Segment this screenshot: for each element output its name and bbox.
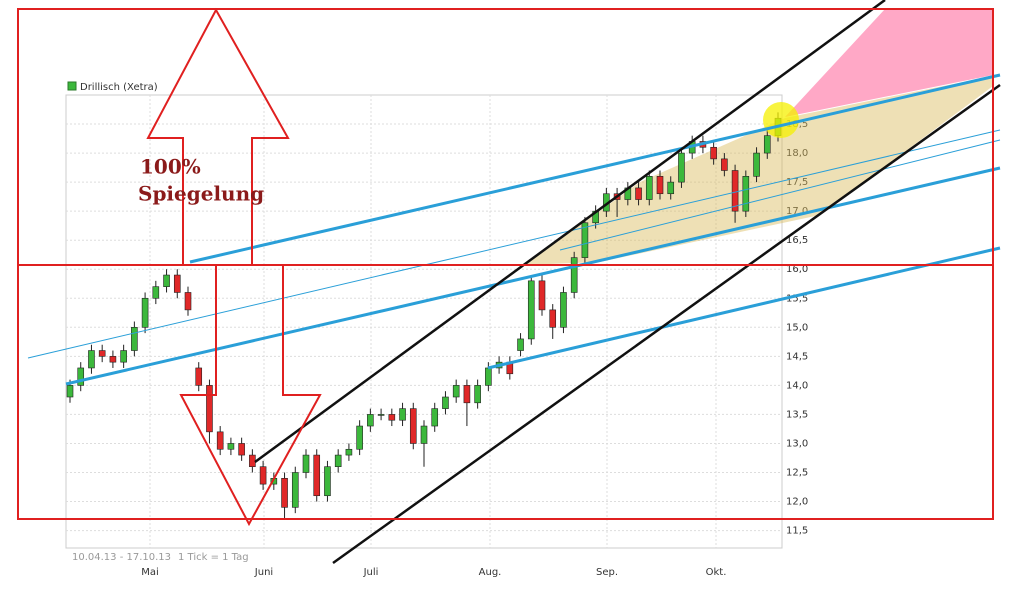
channel-lines — [254, 0, 1001, 565]
candle-body — [302, 454, 310, 473]
candle-body — [324, 466, 331, 497]
trend-lines — [27, 73, 1001, 386]
candle-body — [581, 222, 589, 258]
candle-body — [281, 478, 288, 508]
candle-body — [645, 176, 653, 200]
candle-body — [635, 187, 642, 200]
y-tick-label: 12,5 — [786, 468, 808, 479]
annotation-text: Spiegelung — [138, 182, 264, 206]
x-tick-label: Mai — [141, 567, 159, 578]
trend-line — [27, 129, 1001, 359]
candle-body — [259, 466, 267, 485]
candle-body — [570, 257, 578, 293]
candle-body — [538, 280, 546, 311]
footer-range: 10.04.13 - 17.10.13 — [72, 552, 171, 563]
candle-body — [216, 431, 224, 450]
x-tick-label: Juli — [363, 567, 379, 578]
candle-body — [173, 274, 181, 293]
candle-body — [88, 350, 95, 369]
candle-body — [656, 176, 664, 195]
candle-body — [377, 414, 385, 416]
candle-body — [152, 286, 160, 299]
y-tick-label: 14,5 — [786, 351, 808, 362]
candle-body — [98, 350, 106, 357]
candle-body — [334, 454, 342, 467]
channel-line — [254, 0, 886, 464]
candle-body — [753, 152, 760, 177]
candle-body — [431, 408, 439, 427]
candle-body — [549, 309, 557, 328]
pink-zone — [785, 9, 993, 117]
trend-line — [65, 166, 1001, 386]
legend-swatch — [67, 81, 77, 91]
candle-body — [485, 367, 492, 386]
candle-body — [442, 396, 449, 409]
highlight-circle — [763, 102, 799, 138]
x-tick-label: Juni — [254, 567, 273, 578]
candle-body — [131, 327, 138, 351]
trend-line — [189, 73, 1001, 264]
y-tick-label: 15,0 — [786, 322, 808, 333]
candle-body — [206, 385, 213, 433]
x-tick-label: Okt. — [706, 567, 727, 578]
candle-body — [721, 158, 728, 171]
candle-body — [710, 146, 717, 160]
trend-line — [487, 246, 1001, 370]
candle-body — [141, 297, 149, 328]
y-tick-label: 12,0 — [786, 497, 808, 508]
candle-body — [184, 292, 192, 311]
candle-body — [742, 176, 750, 212]
trend-line — [559, 139, 1001, 251]
candle-body — [678, 152, 685, 183]
y-tick-label: 18,0 — [786, 148, 808, 159]
channel-line — [332, 83, 1001, 565]
candle-body — [452, 385, 460, 398]
down-arrow — [179, 264, 322, 527]
y-tick-label: 16,5 — [786, 235, 808, 246]
candle-body — [77, 367, 85, 386]
candle-body — [291, 472, 299, 508]
candle-body — [109, 356, 117, 363]
candle-body — [731, 170, 739, 212]
x-tick-label: Aug. — [479, 567, 502, 578]
candle-body — [667, 181, 675, 195]
y-tick-label: 13,5 — [786, 409, 808, 420]
candle-body — [527, 280, 535, 340]
candle-body — [120, 350, 127, 363]
lower-box — [17, 264, 994, 520]
candle-body — [195, 367, 203, 386]
candle-body — [409, 408, 417, 444]
y-tick-label: 13,0 — [786, 438, 808, 449]
y-tick-label: 15,5 — [786, 293, 808, 304]
candle-body — [66, 385, 74, 398]
candle-body — [345, 448, 353, 456]
annotation-text: 100% — [140, 155, 201, 179]
y-tick-label: 17,5 — [786, 177, 808, 188]
y-tick-label: 16,0 — [786, 264, 808, 275]
candle-body — [227, 443, 235, 450]
x-tick-label: Sep. — [596, 567, 618, 578]
candle-body — [474, 385, 481, 404]
candle-body — [560, 292, 567, 328]
candle-body — [367, 414, 374, 427]
candle-body — [388, 414, 396, 421]
annotations — [17, 7, 994, 527]
candle-body — [463, 385, 471, 404]
footer-tick: 1 Tick = 1 Tag — [178, 552, 249, 563]
y-tick-label: 14,0 — [786, 380, 808, 391]
candle-body — [238, 443, 245, 456]
candle-body — [763, 135, 771, 154]
y-tick-label: 17,0 — [786, 206, 808, 217]
candle-body — [313, 454, 321, 497]
candle-body — [517, 338, 524, 351]
legend-label: Drillisch (Xetra) — [80, 82, 158, 93]
candle-body — [356, 425, 363, 450]
candle-body — [163, 274, 170, 287]
candle-body — [399, 408, 406, 421]
candle-body — [420, 425, 428, 444]
y-tick-label: 11,5 — [786, 526, 808, 537]
